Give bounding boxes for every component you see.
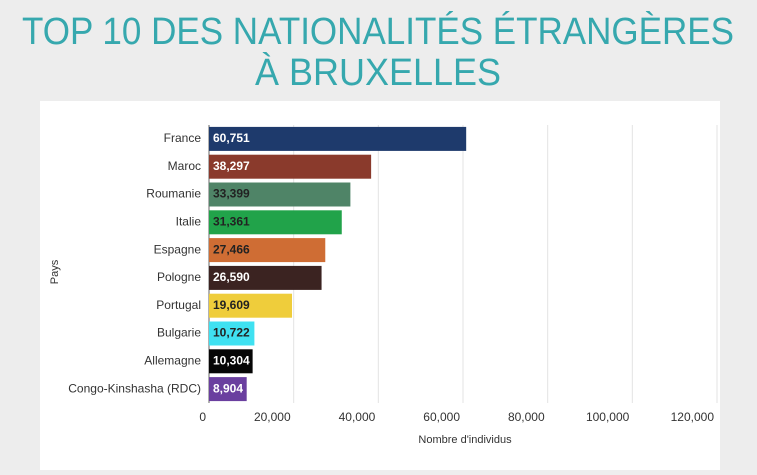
chart-title: À BRUXELLES xyxy=(255,51,501,94)
y-tick-label: Roumanie xyxy=(146,187,201,201)
value-label: 31,361 xyxy=(213,214,250,228)
chart-title: TOP 10 DES NATIONALITÉS ÉTRANGÈRES xyxy=(22,10,734,53)
y-tick-label: Congo-Kinshasha (RDC) xyxy=(68,381,201,395)
bar xyxy=(209,293,293,318)
x-tick-label: 20,000 xyxy=(254,410,291,424)
value-label: 10,304 xyxy=(213,353,250,367)
value-label: 27,466 xyxy=(213,242,250,256)
y-tick-label: Allemagne xyxy=(144,353,201,367)
y-tick-label: Portugal xyxy=(156,298,201,312)
bar xyxy=(209,238,326,263)
value-label: 8,904 xyxy=(213,381,243,395)
value-label: 60,751 xyxy=(213,131,250,145)
x-tick-label: 80,000 xyxy=(508,410,545,424)
x-tick-label: 40,000 xyxy=(339,410,376,424)
y-tick-label: Bulgarie xyxy=(157,326,201,340)
bar xyxy=(209,377,247,402)
x-tick-label: 120,000 xyxy=(671,410,715,424)
bar xyxy=(209,126,467,151)
y-axis-title: Pays xyxy=(49,259,61,284)
value-label: 26,590 xyxy=(213,270,250,284)
bar xyxy=(209,349,253,374)
x-tick-label: 60,000 xyxy=(423,410,460,424)
bar xyxy=(209,154,372,179)
bar xyxy=(209,321,255,346)
value-label: 19,609 xyxy=(213,298,250,312)
x-axis-title: Nombre d'individus xyxy=(418,434,512,446)
y-tick-label: Italie xyxy=(176,214,202,228)
bar xyxy=(209,210,342,235)
value-label: 33,399 xyxy=(213,187,250,201)
x-tick-label: 0 xyxy=(199,410,206,424)
y-tick-label: Pologne xyxy=(157,270,201,284)
x-tick-label: 100,000 xyxy=(586,410,630,424)
value-label: 10,722 xyxy=(213,326,250,340)
y-tick-label: Maroc xyxy=(168,159,201,173)
plot-panel xyxy=(40,101,720,470)
y-tick-label: France xyxy=(164,131,202,145)
y-tick-label: Espagne xyxy=(154,242,202,256)
value-label: 38,297 xyxy=(213,159,250,173)
bar xyxy=(209,182,351,207)
bar xyxy=(209,265,322,290)
